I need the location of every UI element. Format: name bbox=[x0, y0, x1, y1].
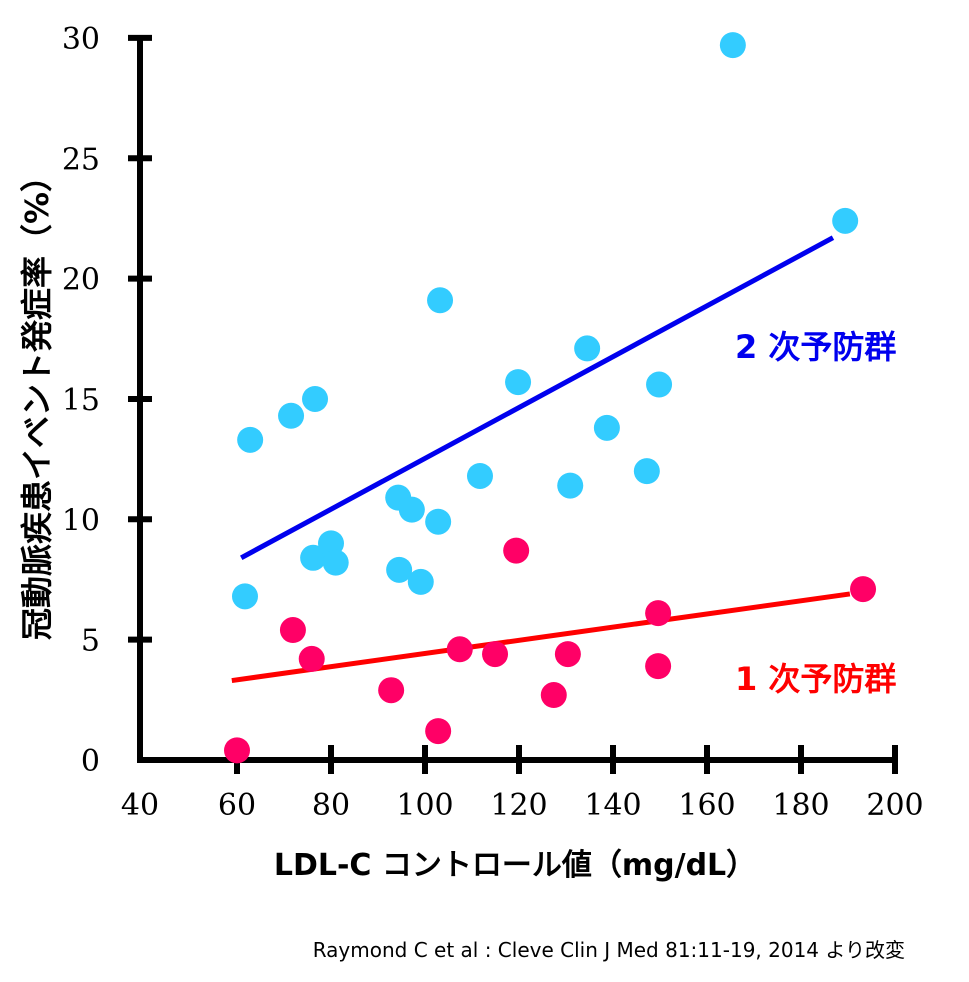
series-label-secondary: 2 次予防群 bbox=[735, 328, 896, 366]
data-point-secondary bbox=[231, 583, 258, 610]
source-citation: Raymond C et al : Cleve Clin J Med 81:11… bbox=[313, 938, 905, 962]
y-tick-label: 15 bbox=[62, 383, 100, 418]
data-point-secondary bbox=[505, 369, 532, 396]
data-point-primary bbox=[850, 576, 877, 603]
data-point-secondary bbox=[300, 544, 327, 571]
data-point-primary bbox=[224, 737, 250, 764]
data-point-secondary bbox=[237, 426, 264, 453]
data-point-secondary bbox=[322, 549, 349, 576]
x-tick-label: 100 bbox=[396, 788, 453, 823]
data-point-primary bbox=[540, 682, 567, 709]
trendline-secondary bbox=[240, 235, 835, 561]
y-axis-label: 冠動脈疾患イベント発症率（%） bbox=[18, 160, 56, 640]
x-tick-label: 180 bbox=[772, 788, 829, 823]
x-axis-label: LDL-C コントロール値（mg/dL） bbox=[274, 848, 756, 883]
data-point-secondary bbox=[574, 335, 601, 362]
data-point-primary bbox=[279, 617, 306, 644]
y-tick-label: 10 bbox=[62, 503, 100, 538]
data-point-secondary bbox=[302, 385, 329, 412]
x-tick-label: 40 bbox=[121, 788, 159, 823]
data-point-primary bbox=[446, 636, 473, 663]
data-point-primary bbox=[645, 653, 672, 680]
data-point-secondary bbox=[407, 568, 434, 595]
y-tick-label: 5 bbox=[81, 624, 100, 659]
data-point-primary bbox=[378, 677, 405, 704]
data-point-secondary bbox=[466, 462, 493, 489]
y-tick-label: 0 bbox=[81, 744, 100, 779]
data-point-secondary bbox=[633, 458, 660, 485]
x-tick-label: 140 bbox=[584, 788, 641, 823]
data-point-secondary bbox=[832, 207, 859, 234]
x-tick-label: 60 bbox=[218, 788, 256, 823]
data-point-secondary bbox=[593, 414, 620, 441]
data-point-primary bbox=[645, 600, 672, 627]
series-label-primary: 1 次予防群 bbox=[735, 660, 896, 698]
data-point-secondary bbox=[719, 32, 746, 59]
data-point-secondary bbox=[278, 402, 305, 429]
data-point-primary bbox=[482, 641, 509, 668]
data-point-secondary bbox=[398, 496, 425, 523]
data-point-primary bbox=[503, 537, 530, 564]
y-tick-label: 30 bbox=[62, 22, 100, 57]
trendline-primary bbox=[231, 591, 851, 684]
data-point-secondary bbox=[386, 556, 413, 583]
x-tick-label: 200 bbox=[866, 788, 923, 823]
data-point-secondary bbox=[427, 287, 454, 314]
data-point-secondary bbox=[646, 371, 673, 398]
data-point-primary bbox=[425, 718, 452, 745]
y-tick-label: 25 bbox=[62, 142, 100, 177]
y-tick-label: 20 bbox=[62, 263, 100, 298]
x-tick-label: 120 bbox=[490, 788, 547, 823]
x-tick-label: 80 bbox=[312, 788, 350, 823]
data-point-secondary bbox=[557, 472, 584, 499]
data-point-secondary bbox=[425, 508, 452, 535]
x-tick-label: 160 bbox=[678, 788, 735, 823]
data-point-primary bbox=[298, 645, 325, 672]
data-point-primary bbox=[554, 641, 581, 668]
